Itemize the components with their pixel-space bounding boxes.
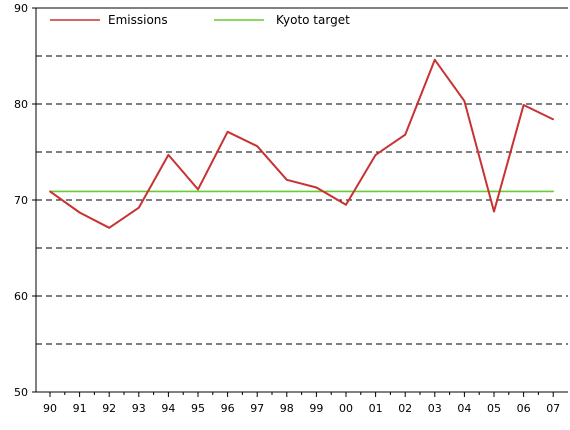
data-point [108,227,110,229]
data-point [78,190,81,193]
data-point [404,133,407,136]
gridlines [36,55,568,345]
y-axis-ticks: 50 60 70 80 90 [14,2,36,399]
data-point [463,190,466,193]
x-tick-label: 92 [102,402,116,415]
x-tick-label: 91 [73,402,87,415]
y-tick-label: 90 [14,2,28,15]
data-point [434,59,436,61]
data-point [345,190,347,193]
x-tick-label: 01 [369,402,383,415]
data-point [286,190,288,193]
data-point [138,190,140,193]
x-tick-label: 90 [43,402,57,415]
data-point [522,104,525,106]
data-point [256,145,259,148]
data-point [463,100,466,102]
x-tick-label: 99 [309,402,323,415]
x-tick-label: 97 [250,402,264,415]
data-point [197,190,199,193]
data-point [493,210,495,213]
data-point [49,190,51,193]
x-tick-label: 95 [191,402,205,415]
legend: Emissions Kyoto target [50,13,350,27]
y-tick-label: 70 [14,194,28,207]
legend-label: Kyoto target [276,13,350,27]
data-point [256,190,259,193]
x-tick-label: 98 [280,402,294,415]
data-point [286,179,288,181]
data-point [345,204,347,206]
y-tick-label: 50 [14,386,28,399]
x-tick-label: 93 [132,402,146,415]
x-tick-label: 96 [221,402,235,415]
data-point [374,190,377,193]
data-point [315,186,318,189]
x-tick-label: 03 [428,402,442,415]
data-point [226,190,229,193]
data-point [374,154,377,156]
data-point [197,188,199,191]
data-point [552,118,554,121]
data-point [138,206,140,209]
data-point [108,190,110,193]
x-tick-label: 07 [546,402,560,415]
x-tick-label: 02 [398,402,412,415]
data-point [552,190,554,193]
data-point [78,211,81,214]
data-point [493,190,495,193]
legend-label: Emissions [108,13,168,27]
data-point [404,190,407,193]
data-point [434,190,436,193]
y-tick-label: 60 [14,290,28,303]
data-point [167,190,170,193]
data-point [315,190,318,193]
data-point [522,190,525,193]
x-tick-label: 06 [517,402,531,415]
y-tick-label: 80 [14,98,28,111]
x-axis-ticks: 90 91 92 93 94 95 96 97 98 99 00 01 02 03 04 05 06 07 [43,392,560,415]
x-tick-label: 94 [161,402,175,415]
x-tick-label: 00 [339,402,353,415]
x-tick-label: 05 [487,402,501,415]
data-point [226,131,229,133]
series-line-emissions [49,58,554,229]
series-lines [49,58,554,229]
data-point [167,154,170,156]
x-tick-label: 04 [457,402,471,415]
